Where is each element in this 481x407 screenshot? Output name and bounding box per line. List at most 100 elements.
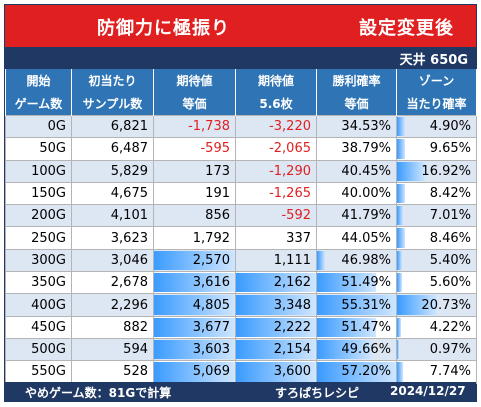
table-subtitle: 設定変更後	[359, 18, 454, 39]
cell-ev-eq: 3,603	[153, 337, 236, 362]
data-bar	[397, 362, 404, 382]
cell-ev-56: 337	[235, 226, 317, 250]
cell-ev-56: 2,162	[235, 271, 317, 295]
cell-value: 4.22%	[429, 319, 471, 335]
cell-start: 250G	[5, 226, 72, 250]
cell-value: 34.53%	[341, 119, 391, 135]
cell-value: 2,678	[110, 275, 148, 291]
data-bar	[317, 317, 377, 337]
cell-ev-eq: 191	[153, 181, 236, 206]
cell-win-rate: 51.49%	[316, 271, 397, 295]
cell-samples: 4,101	[71, 204, 154, 228]
cell-value: 550G	[31, 364, 66, 380]
cell-win-rate: 46.98%	[316, 248, 397, 273]
cell-ev-56: 2,154	[235, 337, 317, 362]
data-bar	[397, 273, 402, 293]
cell-value: -1,290	[269, 163, 311, 179]
data-bar	[236, 273, 316, 293]
table-row: 450G 882 3,677 2,222 51.47% 4.22%	[5, 315, 477, 339]
cell-value: 3,348	[273, 297, 311, 313]
cell-win-rate: 40.45%	[316, 159, 397, 183]
cell-value: 150G	[31, 186, 66, 202]
cell-start: 100G	[5, 159, 72, 183]
cell-ev-eq: 856	[153, 204, 236, 228]
cell-value: 5.60%	[429, 275, 471, 291]
footer-note: やめゲーム数：81Gで計算	[25, 386, 172, 400]
data-bar	[236, 339, 316, 360]
cell-samples: 3,623	[71, 226, 154, 250]
cell-value: 4,805	[192, 297, 230, 313]
cell-value: -1,265	[269, 186, 311, 202]
cell-value: 4.90%	[429, 119, 471, 135]
header-ev-56-line1: 期待値	[235, 69, 317, 92]
cell-ev-eq: 4,805	[153, 293, 236, 317]
footer-bar: やめゲーム数：81Gで計算 すろぱちレシピ 2024/12/27	[5, 382, 476, 401]
data-bar	[317, 273, 377, 293]
data-bar	[397, 117, 405, 137]
ceiling-label: 天井 650G	[399, 53, 468, 68]
cell-value: 55.31%	[341, 297, 391, 313]
data-bar	[397, 250, 402, 271]
cell-ev-eq: -595	[153, 137, 236, 161]
cell-value: 3,046	[110, 252, 148, 268]
table-row: 200G 4,101 856 -592 41.79% 7.01%	[5, 204, 477, 228]
cell-value: 41.79%	[341, 208, 391, 224]
cell-zone-rate: 9.65%	[396, 137, 477, 161]
cell-ev-eq: 5,069	[153, 360, 236, 384]
cell-value: 16.92%	[421, 163, 471, 179]
cell-samples: 3,046	[71, 248, 154, 273]
cell-win-rate: 38.79%	[316, 137, 397, 161]
cell-value: 2,222	[273, 319, 311, 335]
cell-value: 350G	[31, 275, 66, 291]
cell-start: 50G	[5, 137, 72, 161]
cell-start: 500G	[5, 337, 72, 362]
cell-ev-56: 2,222	[235, 315, 317, 339]
cell-ev-56: -592	[235, 204, 317, 228]
cell-samples: 882	[71, 315, 154, 339]
table-body: 0G 6,821 -1,738 -3,220 34.53% 4.90% 50G 6,487 -5…	[5, 114, 477, 384]
cell-value: 3,600	[273, 364, 311, 380]
cell-ev-56: -2,065	[235, 137, 317, 161]
cell-samples: 6,487	[71, 137, 154, 161]
cell-win-rate: 40.00%	[316, 181, 397, 206]
cell-start: 350G	[5, 271, 72, 295]
cell-value: 173	[205, 163, 230, 179]
cell-value: 500G	[31, 342, 66, 358]
header-samples-line2: サンプル数	[71, 92, 154, 116]
cell-start: 450G	[5, 315, 72, 339]
data-bar	[317, 362, 396, 382]
cell-value: 200G	[31, 208, 66, 224]
cell-value: 40.00%	[341, 186, 391, 202]
cell-value: 4,101	[110, 208, 148, 224]
data-bar	[236, 317, 316, 337]
cell-value: 1,792	[192, 230, 230, 246]
cell-value: 450G	[31, 319, 66, 335]
table-row: 300G 3,046 2,570 1,111 46.98% 5.40%	[5, 248, 477, 273]
data-bar	[317, 250, 325, 271]
data-bar	[397, 228, 405, 248]
data-bar	[397, 206, 404, 226]
header-row-1: 開始 初当たり 期待値 期待値 勝利確率 ゾーン	[5, 69, 477, 92]
cell-value: 50G	[39, 141, 66, 157]
cell-ev-56: 3,348	[235, 293, 317, 317]
cell-zone-rate: 7.01%	[396, 204, 477, 228]
header-win-line2: 等価	[316, 92, 397, 116]
cell-value: 51.47%	[341, 319, 391, 335]
cell-value: 2,162	[273, 275, 311, 291]
cell-samples: 2,678	[71, 271, 154, 295]
table-row: 350G 2,678 3,616 2,162 51.49% 5.60%	[5, 271, 477, 295]
cell-samples: 2,296	[71, 293, 154, 317]
cell-value: -595	[200, 141, 230, 157]
cell-value: -592	[281, 208, 311, 224]
cell-value: 5,829	[110, 163, 148, 179]
cell-zone-rate: 8.42%	[396, 181, 477, 206]
table-row: 250G 3,623 1,792 337 44.05% 8.46%	[5, 226, 477, 250]
cell-win-rate: 34.53%	[316, 114, 397, 139]
data-bar	[154, 362, 235, 382]
cell-zone-rate: 5.60%	[396, 271, 477, 295]
data-bar	[397, 139, 405, 159]
cell-start: 550G	[5, 360, 72, 384]
cell-samples: 4,675	[71, 181, 154, 206]
cell-value: 8.46%	[429, 230, 471, 246]
header-win-line1: 勝利確率	[316, 69, 397, 92]
